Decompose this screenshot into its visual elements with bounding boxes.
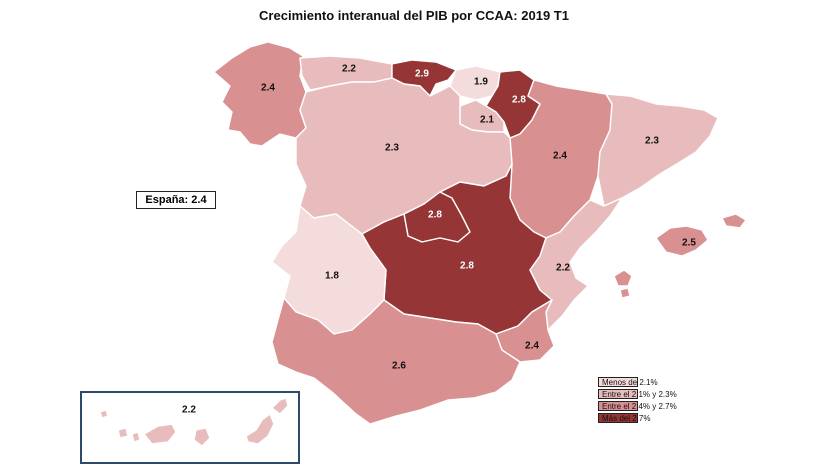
legend-label: Más del 2.7% [602, 413, 651, 423]
label-pais-vasco: 1.9 [474, 77, 488, 88]
legend-swatch [598, 401, 638, 411]
label-aragon: 2.4 [553, 151, 567, 162]
label-valenciana: 2.2 [556, 263, 570, 274]
region-illes-balears [613, 213, 747, 299]
label-cataluna: 2.3 [645, 136, 659, 147]
label-extremadura: 1.8 [325, 271, 339, 282]
legend-label: Entre el 2.1% y 2.3% [602, 389, 677, 399]
legend-swatch [598, 377, 638, 387]
legend-item: Entre el 2.4% y 2.7% [598, 400, 718, 412]
legend-item: Más del 2.7% [598, 412, 718, 424]
map-legend: Menos de 2.1% Entre el 2.1% y 2.3% Entre… [598, 376, 718, 424]
region-andalucia [271, 297, 521, 425]
label-murcia: 2.4 [525, 341, 539, 352]
label-canarias: 2.2 [182, 405, 196, 416]
region-cataluna [597, 93, 719, 207]
label-castilla-y-leon: 2.3 [385, 143, 399, 154]
label-la-rioja: 2.1 [480, 115, 494, 126]
region-galicia [213, 41, 307, 147]
label-illes-balears: 2.5 [682, 238, 696, 249]
label-asturias: 2.2 [342, 64, 356, 75]
label-madrid: 2.8 [428, 210, 442, 221]
region-canarias [99, 397, 289, 447]
label-andalucia: 2.6 [392, 361, 406, 372]
label-navarra: 2.8 [512, 95, 526, 106]
map-title: Crecimiento interanual del PIB por CCAA:… [259, 8, 569, 23]
legend-label: Menos de 2.1% [602, 377, 658, 387]
legend-item: Menos de 2.1% [598, 376, 718, 388]
legend-label: Entre el 2.4% y 2.7% [602, 401, 677, 411]
legend-item: Entre el 2.1% y 2.3% [598, 388, 718, 400]
canarias-inset-frame [80, 391, 300, 464]
legend-swatch [598, 413, 638, 423]
label-castilla-la-mancha: 2.8 [460, 261, 474, 272]
label-galicia: 2.4 [261, 83, 275, 94]
legend-swatch [598, 389, 638, 399]
label-cantabria: 2.9 [415, 69, 429, 80]
national-growth-box: España: 2.4 [136, 191, 216, 209]
